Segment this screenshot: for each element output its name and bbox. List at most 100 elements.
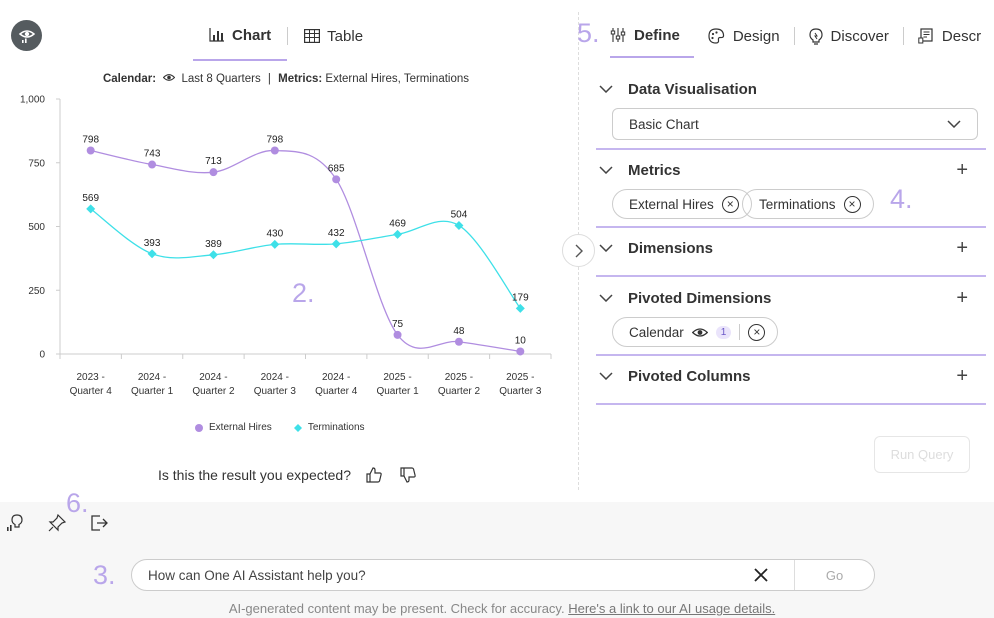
tab-separator bbox=[287, 27, 289, 45]
annotation-2: 2. bbox=[292, 278, 315, 308]
tab-define[interactable]: Define bbox=[610, 14, 694, 58]
remove-close-icon[interactable]: × bbox=[748, 323, 766, 341]
data-label: 798 bbox=[266, 135, 283, 146]
section-header[interactable]: Pivoted Dimensions + bbox=[596, 283, 986, 313]
tab-describe[interactable]: Descr bbox=[904, 14, 994, 58]
ai-usage-link[interactable]: Here's a link to our AI usage details. bbox=[568, 601, 776, 616]
x-tick-label: Quarter 4 bbox=[70, 386, 113, 397]
chevron-down-icon bbox=[596, 244, 616, 252]
tab-design[interactable]: Design bbox=[694, 14, 794, 58]
data-label: 48 bbox=[453, 326, 465, 337]
tab-separator bbox=[902, 27, 904, 45]
view-tabs: Chart Table bbox=[193, 18, 379, 62]
pivot-chip-calendar: Calendar 1 × bbox=[612, 317, 779, 347]
chevron-right-icon bbox=[575, 244, 583, 257]
metric-chip-terminations: Terminations × bbox=[742, 189, 874, 219]
legend-label: Terminations bbox=[307, 422, 365, 433]
data-point bbox=[270, 239, 280, 249]
y-tick-label: 0 bbox=[39, 350, 45, 361]
section-title: Dimensions bbox=[628, 239, 714, 257]
chevron-down-icon bbox=[596, 85, 616, 93]
section-header[interactable]: Data Visualisation bbox=[596, 74, 986, 104]
visibility-toggle-button[interactable] bbox=[11, 20, 42, 51]
diamond-marker-icon bbox=[293, 423, 302, 432]
visualisation-select[interactable]: Basic Chart bbox=[612, 108, 978, 140]
disclaimer-text: AI-generated content may be present. Che… bbox=[228, 601, 569, 616]
config-tabs: Define Design Discover Descr bbox=[610, 14, 994, 60]
section-dimensions: Dimensions + bbox=[596, 233, 986, 263]
y-tick-label: 1,000 bbox=[20, 95, 45, 106]
legend-label: External Hires bbox=[209, 422, 272, 433]
annotation-3: 3. bbox=[93, 560, 116, 590]
metric-chip-external-hires: External Hires × bbox=[612, 189, 752, 219]
y-tick-label: 750 bbox=[28, 158, 45, 169]
add-pivoted-dimension-plus-icon[interactable]: + bbox=[956, 286, 968, 309]
data-label: 469 bbox=[389, 218, 406, 229]
add-dimension-plus-icon[interactable]: + bbox=[956, 236, 968, 259]
chip-separator bbox=[739, 324, 741, 340]
tab-discover-label: Discover bbox=[830, 27, 889, 45]
palette-icon bbox=[708, 28, 724, 44]
add-metric-plus-icon[interactable]: + bbox=[956, 158, 968, 181]
section-metrics: Metrics + bbox=[596, 155, 986, 185]
bar-chart-icon bbox=[209, 28, 224, 42]
data-label: 75 bbox=[392, 319, 404, 330]
pin-icon bbox=[48, 514, 66, 532]
data-point bbox=[454, 220, 464, 230]
remove-close-icon[interactable]: × bbox=[721, 195, 739, 213]
data-label: 798 bbox=[82, 135, 99, 146]
tab-table[interactable]: Table bbox=[288, 18, 379, 54]
tab-chart[interactable]: Chart bbox=[193, 18, 288, 61]
sliders-icon bbox=[610, 28, 626, 42]
data-point bbox=[331, 239, 341, 249]
x-tick-label: Quarter 3 bbox=[499, 386, 542, 397]
section-header[interactable]: Pivoted Columns + bbox=[596, 361, 986, 391]
pin-button[interactable] bbox=[46, 512, 68, 534]
assistant-input[interactable] bbox=[132, 567, 746, 583]
data-point bbox=[86, 146, 95, 155]
section-header[interactable]: Metrics + bbox=[596, 155, 986, 185]
tab-chart-label: Chart bbox=[232, 26, 272, 44]
close-icon bbox=[754, 568, 768, 582]
data-label: 432 bbox=[328, 228, 345, 239]
go-button[interactable]: Go bbox=[794, 560, 874, 590]
table-icon bbox=[304, 29, 321, 43]
add-pivoted-column-plus-icon[interactable]: + bbox=[956, 364, 968, 387]
line-chart: 0 250 500 750 1,000 2023 - Quarter 4 2024 - Quar… bbox=[20, 95, 552, 397]
x-tick-label: Quarter 1 bbox=[131, 386, 174, 397]
section-title: Pivoted Columns bbox=[628, 367, 751, 385]
clear-input-button[interactable] bbox=[746, 568, 776, 582]
chart-legend: External Hires Terminations bbox=[195, 422, 365, 433]
assistant-input-box: Go bbox=[131, 559, 875, 591]
select-value: Basic Chart bbox=[629, 116, 699, 132]
run-query-button[interactable]: Run Query bbox=[874, 436, 970, 473]
section-divider bbox=[596, 403, 986, 405]
annotation-4: 4. bbox=[890, 184, 913, 214]
section-divider bbox=[596, 148, 986, 150]
chevron-down-icon bbox=[596, 294, 616, 302]
metrics-label: Metrics: bbox=[278, 73, 323, 85]
data-point bbox=[270, 146, 279, 155]
thumbs-down-button[interactable] bbox=[397, 464, 419, 486]
collapse-panel-button[interactable] bbox=[562, 234, 595, 267]
eye-icon[interactable] bbox=[691, 327, 708, 338]
data-point bbox=[208, 250, 218, 260]
calendar-label: Calendar: bbox=[102, 73, 157, 85]
insights-button[interactable] bbox=[4, 512, 26, 534]
metrics-value: External Hires, Terminations bbox=[325, 73, 470, 85]
x-tick-label: Quarter 3 bbox=[254, 386, 297, 397]
export-button[interactable] bbox=[88, 512, 110, 534]
tab-discover[interactable]: Discover bbox=[795, 14, 903, 58]
chevron-down-icon bbox=[947, 120, 961, 128]
data-label: 430 bbox=[266, 228, 283, 239]
data-point bbox=[393, 229, 403, 239]
section-header[interactable]: Dimensions + bbox=[596, 233, 986, 263]
chevron-down-icon bbox=[596, 166, 616, 174]
thumbs-up-button[interactable] bbox=[363, 464, 385, 486]
legend-item-external-hires[interactable]: External Hires bbox=[195, 422, 272, 433]
tab-describe-label: Descr bbox=[941, 27, 982, 45]
data-label: 10 bbox=[515, 335, 527, 346]
legend-item-terminations[interactable]: Terminations bbox=[293, 422, 365, 433]
remove-close-icon[interactable]: × bbox=[843, 195, 861, 213]
data-point bbox=[454, 337, 463, 346]
